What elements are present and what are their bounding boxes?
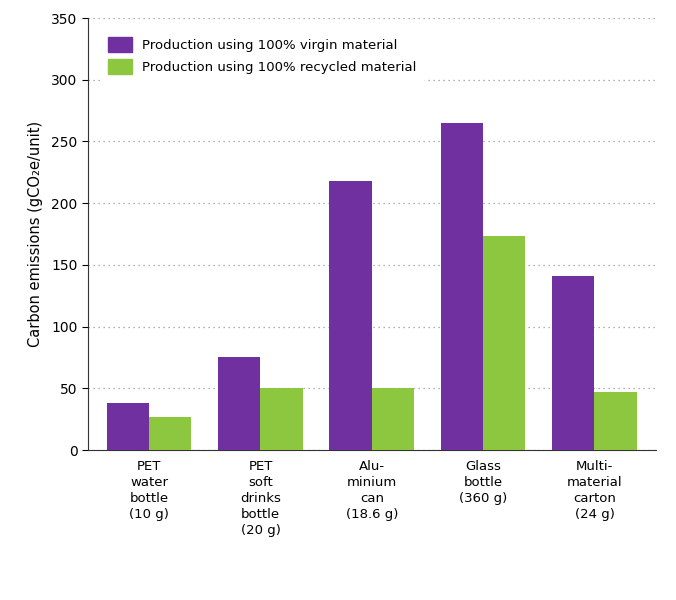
Bar	[107, 403, 149, 450]
Bar	[552, 276, 594, 450]
Bar	[218, 358, 260, 450]
Legend: Production using 100% virgin material, Production using 100% recycled material: Production using 100% virgin material, P…	[100, 29, 425, 82]
Bar	[441, 123, 483, 450]
Bar	[483, 236, 525, 450]
Bar	[329, 181, 372, 450]
Y-axis label: Carbon emissions (gCO₂e/unit): Carbon emissions (gCO₂e/unit)	[28, 121, 43, 347]
Bar	[149, 416, 191, 450]
Bar	[594, 392, 637, 450]
Bar	[372, 388, 414, 450]
Bar	[260, 388, 303, 450]
